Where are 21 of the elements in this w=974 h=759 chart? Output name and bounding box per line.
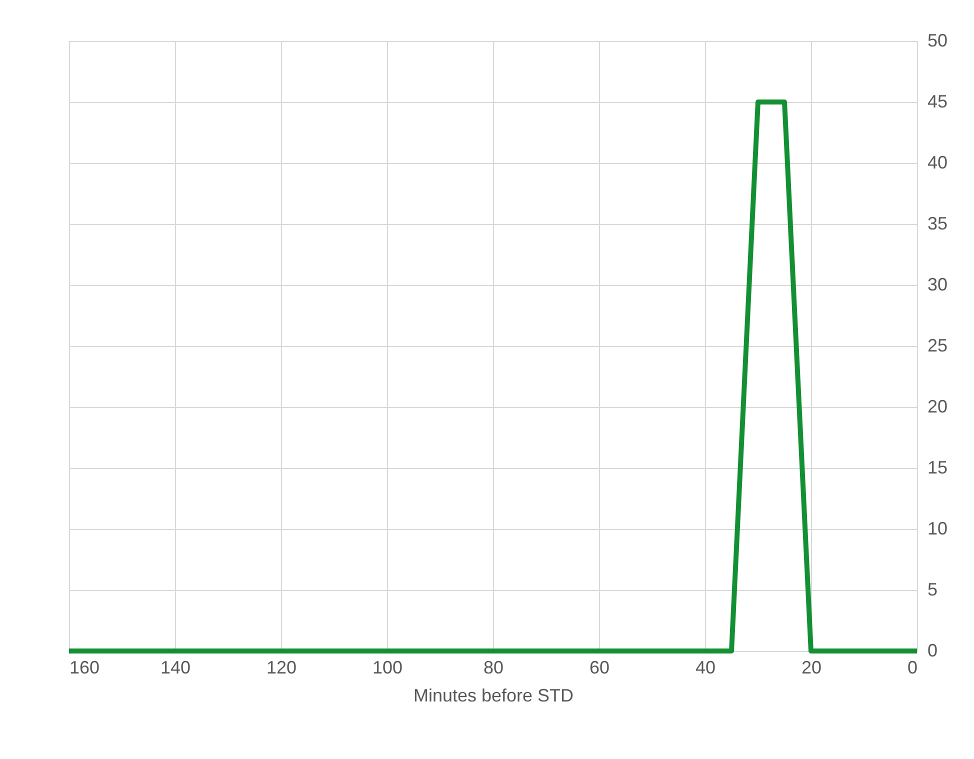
y-tick-label: 5 — [928, 580, 938, 600]
y-tick-label: 0 — [928, 640, 938, 660]
x-tick-label: 40 — [695, 658, 716, 678]
x-tick-label: 20 — [801, 658, 822, 678]
x-axis-title: Minutes before STD — [413, 686, 574, 706]
y-tick-label: 10 — [928, 518, 948, 538]
y-tick-label: 15 — [928, 458, 948, 478]
x-tick-label: 160 — [70, 658, 100, 678]
y-tick-label: 40 — [928, 152, 948, 172]
y-tick-label: 20 — [928, 396, 948, 416]
x-tick-label: 80 — [483, 658, 504, 678]
y-tick-label: 25 — [928, 336, 948, 356]
x-tick-label: 100 — [372, 658, 403, 678]
y-tick-label: 35 — [928, 214, 948, 234]
x-tick-label: 0 — [907, 658, 918, 678]
x-tick-label: 120 — [266, 658, 297, 678]
y-tick-label: 50 — [928, 30, 948, 50]
x-tick-label: 60 — [589, 658, 610, 678]
y-tick-label: 30 — [928, 274, 948, 294]
y-tick-label: 45 — [928, 92, 948, 112]
x-tick-label: 140 — [160, 658, 191, 678]
